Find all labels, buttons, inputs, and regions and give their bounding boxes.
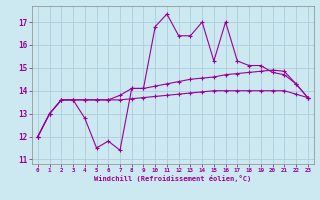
X-axis label: Windchill (Refroidissement éolien,°C): Windchill (Refroidissement éolien,°C) bbox=[94, 175, 252, 182]
